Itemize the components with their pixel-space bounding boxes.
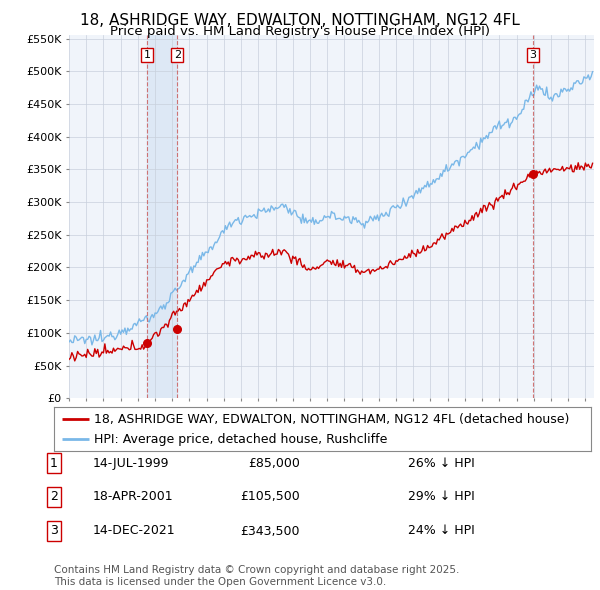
Text: 3: 3 bbox=[50, 525, 58, 537]
Text: 18-APR-2001: 18-APR-2001 bbox=[93, 490, 173, 503]
Text: 3: 3 bbox=[530, 50, 536, 60]
Text: 14-JUL-1999: 14-JUL-1999 bbox=[93, 457, 170, 470]
Text: 29% ↓ HPI: 29% ↓ HPI bbox=[408, 490, 475, 503]
Text: 1: 1 bbox=[143, 50, 151, 60]
Text: 26% ↓ HPI: 26% ↓ HPI bbox=[408, 457, 475, 470]
Bar bbox=[147, 35, 177, 398]
Text: Contains HM Land Registry data © Crown copyright and database right 2025.
This d: Contains HM Land Registry data © Crown c… bbox=[54, 565, 460, 587]
Text: Price paid vs. HM Land Registry's House Price Index (HPI): Price paid vs. HM Land Registry's House … bbox=[110, 25, 490, 38]
Text: £105,500: £105,500 bbox=[240, 490, 300, 503]
Text: £343,500: £343,500 bbox=[241, 525, 300, 537]
Text: 1: 1 bbox=[50, 457, 58, 470]
Text: 14-DEC-2021: 14-DEC-2021 bbox=[93, 525, 176, 537]
Text: 2: 2 bbox=[50, 490, 58, 503]
Text: £85,000: £85,000 bbox=[248, 457, 300, 470]
Text: 18, ASHRIDGE WAY, EDWALTON, NOTTINGHAM, NG12 4FL: 18, ASHRIDGE WAY, EDWALTON, NOTTINGHAM, … bbox=[80, 13, 520, 28]
Text: 24% ↓ HPI: 24% ↓ HPI bbox=[408, 525, 475, 537]
Text: 18, ASHRIDGE WAY, EDWALTON, NOTTINGHAM, NG12 4FL (detached house): 18, ASHRIDGE WAY, EDWALTON, NOTTINGHAM, … bbox=[94, 412, 569, 425]
Text: 2: 2 bbox=[174, 50, 181, 60]
Text: HPI: Average price, detached house, Rushcliffe: HPI: Average price, detached house, Rush… bbox=[94, 433, 388, 446]
